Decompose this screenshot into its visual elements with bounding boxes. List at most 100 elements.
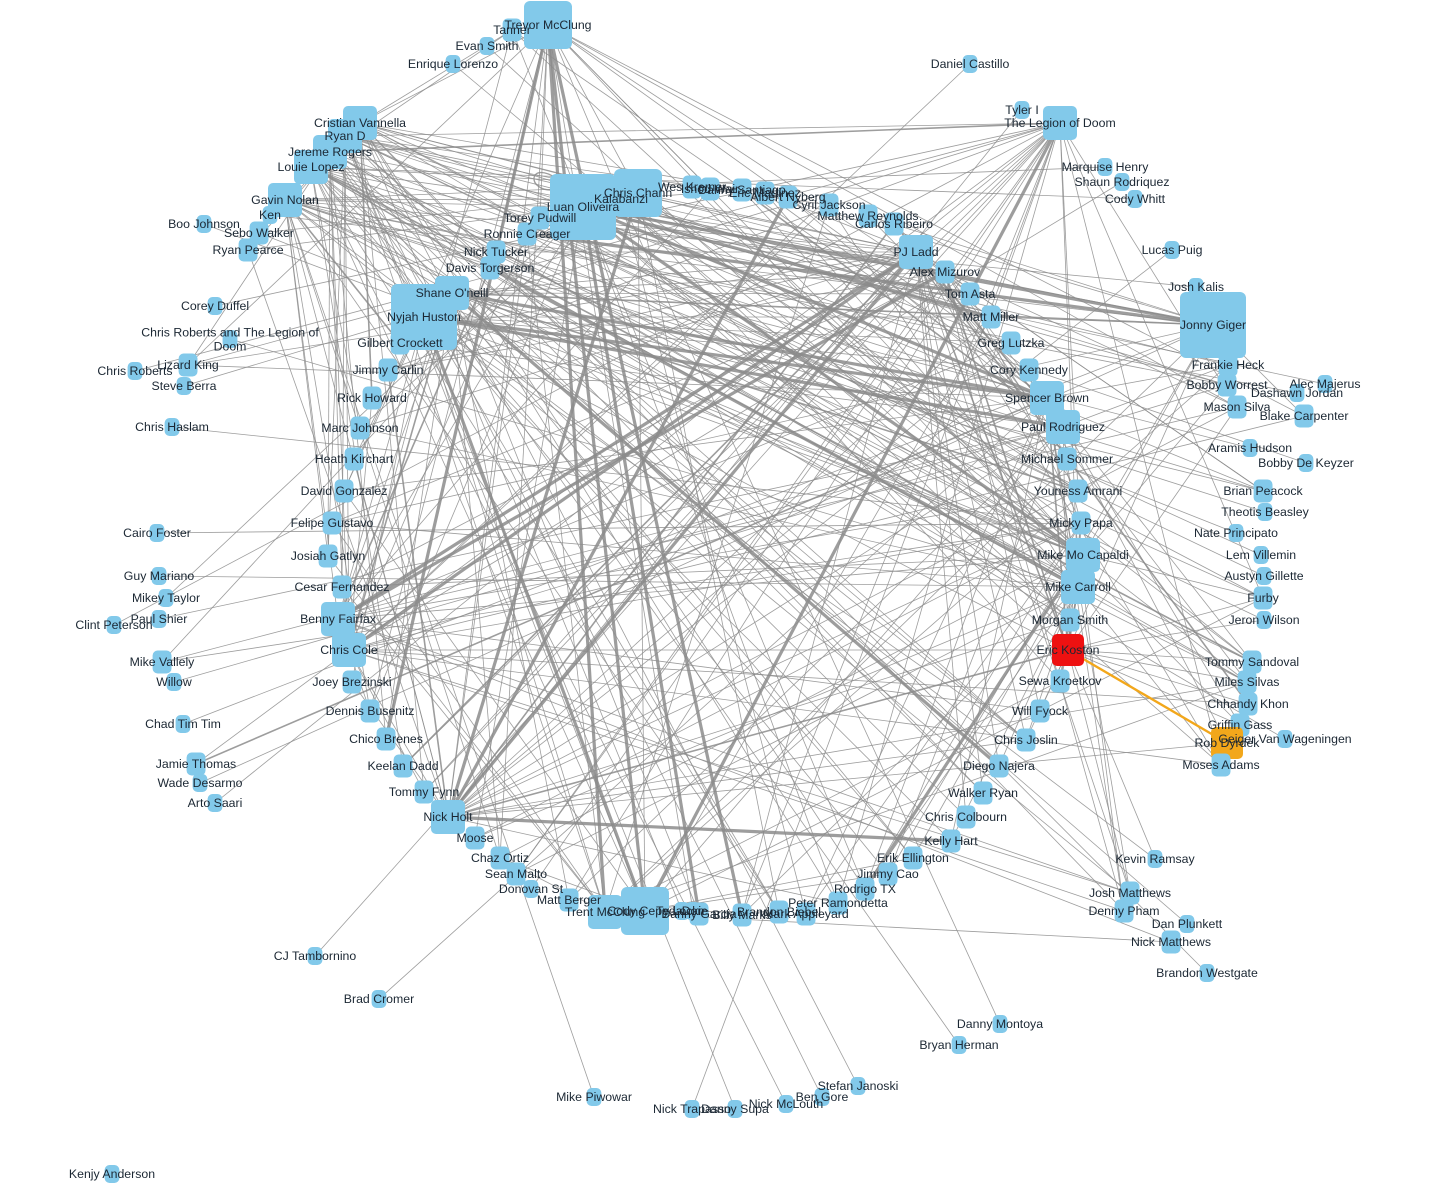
svg-text:Chris Cole: Chris Cole [320,643,378,657]
svg-text:Miles Silvas: Miles Silvas [1215,675,1280,689]
svg-text:Josiah Gatlyn: Josiah Gatlyn [291,549,366,563]
svg-text:Davis Torgerson: Davis Torgerson [446,261,535,275]
svg-text:Ken: Ken [259,208,281,222]
svg-text:Sebo Walker: Sebo Walker [224,226,294,240]
svg-text:Danny Montoya: Danny Montoya [957,1017,1043,1031]
svg-text:Felipe Gustavo: Felipe Gustavo [291,516,374,530]
svg-text:Paul Shier: Paul Shier [131,612,188,626]
svg-text:Moses Adams: Moses Adams [1182,758,1259,772]
svg-text:Moose: Moose [457,831,494,845]
svg-text:Marc Johnson: Marc Johnson [321,421,398,435]
svg-text:Chris Colbourn: Chris Colbourn [925,810,1007,824]
svg-text:Ryan D: Ryan D [324,129,365,143]
svg-text:Jeron Wilson: Jeron Wilson [1228,613,1299,627]
svg-text:Greg Lutzka: Greg Lutzka [978,336,1045,350]
svg-text:Nick Matthews: Nick Matthews [1131,935,1211,949]
svg-text:Ronnie Creager: Ronnie Creager [484,227,571,241]
svg-text:Josh Matthews: Josh Matthews [1089,886,1171,900]
svg-text:Nate Principato: Nate Principato [1194,526,1278,540]
svg-text:Evan Smith: Evan Smith [456,39,519,53]
svg-text:Eric Koston: Eric Koston [1037,643,1100,657]
svg-text:Erik Ellington: Erik Ellington [877,851,949,865]
svg-text:Carlos Ribeiro: Carlos Ribeiro [855,217,933,231]
svg-text:Alex Mizurov: Alex Mizurov [910,265,981,279]
svg-text:PJ Ladd: PJ Ladd [893,245,938,259]
svg-text:Lem Villemin: Lem Villemin [1226,548,1296,562]
svg-text:Cory Kennedy: Cory Kennedy [990,363,1069,377]
svg-text:Furby: Furby [1247,591,1279,605]
svg-text:Kalabanzi: Kalabanzi [594,192,648,206]
svg-text:Mike Carroll: Mike Carroll [1045,580,1111,594]
svg-text:Gavin Nolan: Gavin Nolan [251,193,319,207]
svg-text:Jonny Giger: Jonny Giger [1180,318,1246,332]
svg-text:Chico Brenes: Chico Brenes [349,732,423,746]
svg-text:Bryan Herman: Bryan Herman [919,1038,998,1052]
svg-text:Kenjy Anderson: Kenjy Anderson [69,1167,155,1181]
svg-text:Tyler I: Tyler I [1005,103,1038,117]
svg-text:Nyjah Huston: Nyjah Huston [387,310,461,324]
svg-text:Brian Peacock: Brian Peacock [1223,484,1303,498]
svg-text:Dan Plunkett: Dan Plunkett [1152,917,1223,931]
svg-text:Brandon Westgate: Brandon Westgate [1156,966,1258,980]
svg-text:Lizard King: Lizard King [157,358,219,372]
svg-text:CJ Tambornino: CJ Tambornino [274,949,357,963]
svg-text:Austyn Gillette: Austyn Gillette [1224,569,1303,583]
svg-text:Mike Mo Capaldi: Mike Mo Capaldi [1037,548,1129,562]
svg-text:Keelan Dadd: Keelan Dadd [367,759,438,773]
svg-text:Rick Howard: Rick Howard [337,391,407,405]
svg-text:Paul Rodriguez: Paul Rodriguez [1021,420,1105,434]
svg-text:Tommy Fynn: Tommy Fynn [389,785,460,799]
svg-text:Tom Asta: Tom Asta [945,287,996,301]
svg-text:Dennis Busenitz: Dennis Busenitz [326,704,415,718]
svg-text:Chad Tim Tim: Chad Tim Tim [145,717,221,731]
svg-text:Arto Saari: Arto Saari [188,796,243,810]
svg-text:Donovan St: Donovan St [499,882,564,896]
svg-text:Rodrigo TX: Rodrigo TX [834,882,896,896]
svg-text:Nick Holt: Nick Holt [423,810,473,824]
svg-text:Wade Desarmo: Wade Desarmo [158,776,243,790]
svg-text:Corey Duffel: Corey Duffel [181,299,249,313]
svg-text:Heath Kirchart: Heath Kirchart [315,452,394,466]
svg-text:Spencer Brown: Spencer Brown [1005,391,1089,405]
svg-text:Shane O'neill: Shane O'neill [416,286,489,300]
svg-text:Chris Haslam: Chris Haslam [135,420,209,434]
svg-text:Cesar Fernandez: Cesar Fernandez [294,580,389,594]
svg-text:Enrique Lorenzo: Enrique Lorenzo [408,57,498,71]
svg-text:Steve Berra: Steve Berra [152,379,217,393]
svg-text:Chaz Ortiz: Chaz Ortiz [471,851,529,865]
svg-text:Ryan Pearce: Ryan Pearce [212,243,283,257]
svg-text:Denny Pham: Denny Pham [1088,904,1159,918]
svg-text:Shaun Rodriquez: Shaun Rodriquez [1074,175,1169,189]
svg-text:Theotis Beasley: Theotis Beasley [1221,505,1309,519]
svg-text:Nick Tucker: Nick Tucker [464,245,528,259]
svg-text:Cairo Foster: Cairo Foster [123,526,191,540]
svg-text:Kelly Hart: Kelly Hart [924,834,978,848]
svg-text:Frankie Heck: Frankie Heck [1192,358,1265,372]
svg-text:Jimmy Cao: Jimmy Cao [857,867,919,881]
svg-text:Brad Cromer: Brad Cromer [344,992,414,1006]
svg-text:Marquise Henry: Marquise Henry [1062,160,1150,174]
svg-text:Bobby Worrest: Bobby Worrest [1186,378,1268,392]
svg-text:Chris Joslin: Chris Joslin [994,733,1058,747]
svg-text:Walker Ryan: Walker Ryan [948,786,1018,800]
svg-text:Kevin Ramsay: Kevin Ramsay [1115,852,1195,866]
svg-text:Aramis Hudson: Aramis Hudson [1208,441,1292,455]
svg-text:Sewa Kroetkov: Sewa Kroetkov [1019,674,1103,688]
svg-text:Mike Piwowar: Mike Piwowar [556,1090,632,1104]
svg-text:Nick Trapasso: Nick Trapasso [653,1102,731,1116]
svg-text:Micky Papa: Micky Papa [1049,516,1113,530]
svg-text:Jereme Rogers: Jereme Rogers [288,145,372,159]
svg-text:Blake Carpenter: Blake Carpenter [1260,409,1349,423]
svg-text:Jamie Thomas: Jamie Thomas [156,757,236,771]
svg-text:Cristian Vannella: Cristian Vannella [314,116,406,130]
svg-text:Matt Miller: Matt Miller [963,310,1020,324]
svg-text:Tanner: Tanner [493,23,531,37]
svg-text:Lucas Puig: Lucas Puig [1142,243,1203,257]
svg-text:Youness Amrani: Youness Amrani [1034,484,1122,498]
svg-text:Tommy Sandoval: Tommy Sandoval [1205,655,1299,669]
svg-text:Mike Vallely: Mike Vallely [130,655,196,669]
svg-text:Rob Dyrdek: Rob Dyrdek [1195,736,1261,750]
svg-text:Willow: Willow [156,675,192,689]
svg-text:Diego Najera: Diego Najera [963,759,1035,773]
svg-text:Josh Kalis: Josh Kalis [1168,280,1224,294]
